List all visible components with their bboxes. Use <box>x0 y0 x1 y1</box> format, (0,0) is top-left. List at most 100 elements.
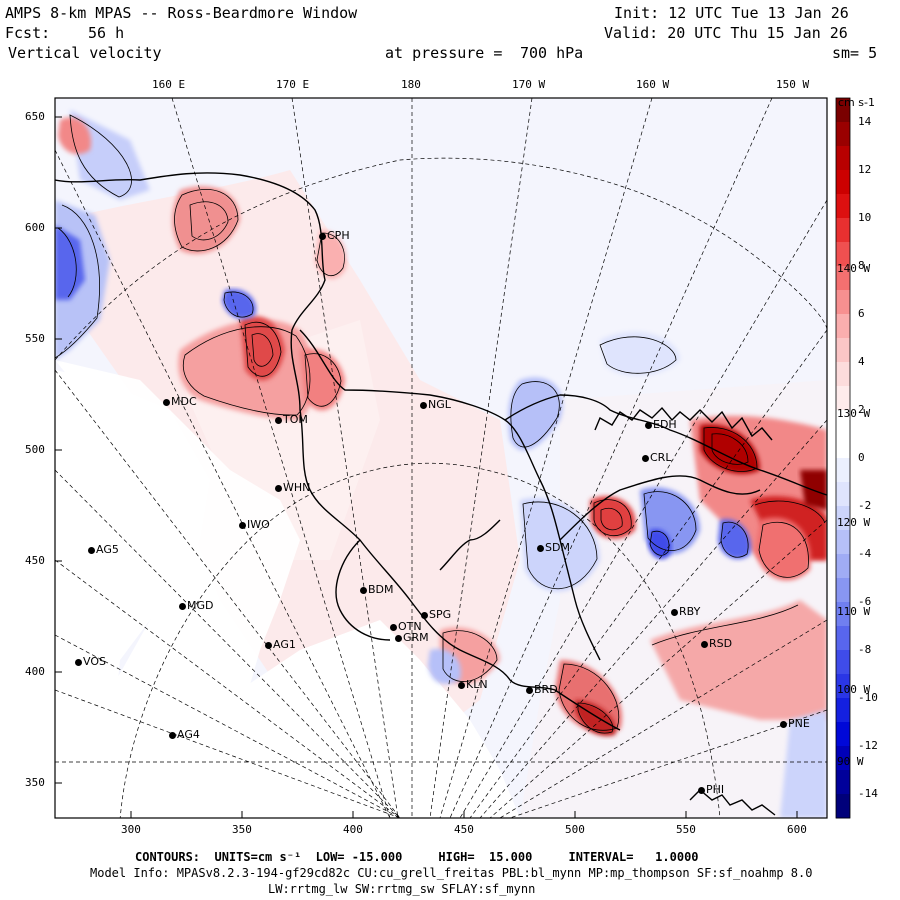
station-label: EDH <box>653 418 677 431</box>
y-tick-400: 400 <box>25 665 45 678</box>
station-dot <box>162 398 170 406</box>
colorbar-swatch <box>836 554 850 579</box>
colorbar-swatch <box>836 650 850 675</box>
x-tick-400: 400 <box>343 823 363 836</box>
station-label: RBY <box>679 605 701 618</box>
colorbar-swatch <box>836 290 850 315</box>
colorbar-swatch <box>836 434 850 459</box>
lon-label-120w: 120 W <box>837 516 871 529</box>
station-label: CPH <box>327 229 350 242</box>
station-dot <box>644 421 652 429</box>
colorbar-frame <box>835 97 851 819</box>
station-label: WHN <box>283 481 311 494</box>
x-tick-600: 600 <box>787 823 807 836</box>
forecast-label: Fcst: <box>5 24 51 42</box>
station-dot <box>318 232 326 240</box>
colorbar-tick-label: -14 <box>858 787 878 800</box>
station-label: MDC <box>171 395 197 408</box>
colorbar-swatch <box>836 698 850 723</box>
axis-ticks <box>55 116 798 818</box>
colorbar-tick-label: 4 <box>858 355 865 368</box>
station-label: PHI <box>706 783 725 796</box>
colorbar-swatch <box>836 362 850 387</box>
x-tick-450: 450 <box>454 823 474 836</box>
colorbar-swatch <box>836 170 850 195</box>
station-dot <box>87 546 95 554</box>
lon-label-110w: 110 W <box>837 605 871 618</box>
station-label: BDM <box>368 583 394 596</box>
lon-label-100w: 100 W <box>837 683 871 696</box>
colorbar-swatch <box>836 746 850 771</box>
shaded-field <box>55 98 827 818</box>
scheme-info: LW:rrtmg_lw SW:rrtmg_sw SFLAY:sf_mynn <box>268 882 536 896</box>
station-label: PNE <box>788 717 810 730</box>
colorbar-swatch <box>836 242 850 267</box>
station-label: BRD <box>534 683 558 696</box>
colorbar-tick-label: -6 <box>858 595 872 608</box>
station-dot <box>641 454 649 462</box>
y-tick-350: 350 <box>25 776 45 789</box>
station-dot <box>700 640 708 648</box>
lon-label-180: 180 <box>401 78 421 91</box>
station-dot <box>457 681 465 689</box>
station-label: GRM <box>403 631 429 644</box>
contour-lines <box>55 114 826 734</box>
pressure-value: 700 hPa <box>520 44 584 62</box>
model-info: Model Info: MPASv8.2.3-194-gf29cd82c CU:… <box>90 866 813 880</box>
colorbar-tick-label: -8 <box>858 643 872 656</box>
x-tick-500: 500 <box>565 823 585 836</box>
init-time: Init: 12 UTC Tue 13 Jan 26 <box>614 4 849 22</box>
station-dot <box>419 401 427 409</box>
pressure-label: at pressure = <box>385 44 503 62</box>
colorbar-swatch <box>836 674 850 699</box>
station-label: VOS <box>83 655 106 668</box>
colorbar-swatch <box>836 794 850 819</box>
colorbar-swatch <box>836 482 850 507</box>
colorbar-swatch <box>836 146 850 171</box>
station-dot <box>525 686 533 694</box>
station-dot <box>264 641 272 649</box>
station-label: AG5 <box>96 543 119 556</box>
station-dot <box>697 786 705 794</box>
colorbar-swatch <box>836 386 850 411</box>
colorbar-tick-label: 12 <box>858 163 872 176</box>
station-label: SDM <box>545 541 570 554</box>
colorbar-swatch <box>836 122 850 147</box>
station-dot <box>420 611 428 619</box>
colorbar-swatch <box>836 410 850 435</box>
colorbar-swatch <box>836 626 850 651</box>
x-tick-300: 300 <box>121 823 141 836</box>
lon-label-150w: 150 W <box>776 78 810 91</box>
colorbar <box>835 97 851 819</box>
colorbar-swatch <box>836 722 850 747</box>
x-tick-550: 550 <box>676 823 696 836</box>
station-dot <box>394 634 402 642</box>
graticule <box>55 98 827 818</box>
station-label: NGL <box>428 398 451 411</box>
station-dot <box>74 658 82 666</box>
station-dot <box>238 521 246 529</box>
colorbar-swatch <box>836 218 850 243</box>
colorbar-swatch <box>836 602 850 627</box>
station-dot <box>536 544 544 552</box>
station-dot <box>670 608 678 616</box>
y-tick-550: 550 <box>25 332 45 345</box>
station-label: MGD <box>187 599 214 612</box>
colorbar-tick-label: 2 <box>858 403 865 416</box>
colorbar-swatch <box>836 530 850 555</box>
colorbar-swatch <box>836 458 850 483</box>
station-dot <box>274 416 282 424</box>
plot-frame <box>54 97 828 819</box>
lon-label-130w: 130 W <box>837 407 871 420</box>
colorbar-swatch <box>836 266 850 291</box>
y-tick-600: 600 <box>25 221 45 234</box>
colorbar-tick-label: -10 <box>858 691 878 704</box>
valid-time: Valid: 20 UTC Thu 15 Jan 26 <box>604 24 848 42</box>
station-label: OTN <box>398 620 422 633</box>
station-label: SPG <box>429 608 452 621</box>
y-tick-650: 650 <box>25 110 45 123</box>
station-dot <box>274 484 282 492</box>
colorbar-tick-label: 14 <box>858 115 872 128</box>
lon-label-140w: 140 W <box>837 262 871 275</box>
